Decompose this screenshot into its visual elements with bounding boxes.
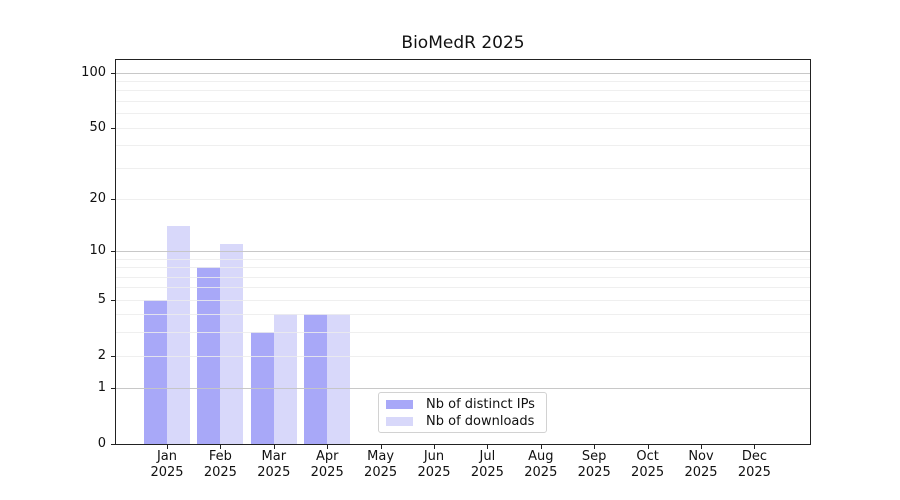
gridline-minor — [116, 145, 810, 147]
bars-layer — [116, 60, 810, 444]
gridline-minor — [116, 167, 810, 169]
bar-downloads — [273, 314, 297, 444]
legend-label: Nb of downloads — [426, 413, 535, 429]
gridline-major — [116, 72, 810, 74]
y-tick — [111, 444, 116, 445]
x-tick — [273, 444, 275, 449]
gridline-minor — [116, 276, 810, 278]
x-tick — [220, 444, 222, 449]
x-tick — [754, 444, 756, 449]
x-tick-label: Dec 2025 — [737, 449, 771, 480]
gridline-minor — [116, 314, 810, 316]
x-tick — [167, 444, 168, 449]
gridline-major — [116, 388, 810, 390]
legend-swatch-distinct-ips — [386, 399, 413, 409]
x-tick — [487, 444, 489, 449]
x-tick-label: Apr 2025 — [310, 449, 344, 480]
legend-label: Nb of distinct IPs — [426, 396, 535, 412]
gridline-major — [116, 250, 810, 252]
y-tick — [111, 127, 116, 129]
y-tick-label: 50 — [89, 119, 106, 135]
x-tick — [701, 444, 702, 449]
y-tick — [111, 250, 116, 252]
legend-item-distinct-ips: Nb of distinct IPs — [386, 396, 540, 413]
x-tick — [540, 444, 542, 449]
y-tick — [111, 198, 116, 200]
y-tick-label: 10 — [89, 242, 106, 258]
x-tick-label: Nov 2025 — [684, 449, 718, 480]
x-tick-label: May 2025 — [364, 449, 398, 480]
gridline-minor — [116, 287, 810, 289]
gridline-minor — [116, 90, 810, 92]
x-tick — [647, 444, 649, 449]
y-tick-label: 20 — [89, 190, 106, 206]
gridline-minor — [116, 198, 810, 200]
legend: Nb of distinct IPs Nb of downloads — [378, 392, 547, 433]
x-tick-label: Sep 2025 — [577, 449, 611, 480]
gridline-minor — [116, 267, 810, 269]
x-tick-label: Aug 2025 — [524, 449, 558, 480]
gridline-minor — [116, 127, 810, 129]
bar-downloads — [327, 314, 351, 444]
y-tick-label: 2 — [97, 347, 106, 363]
y-tick — [111, 388, 116, 390]
y-tick-label: 0 — [97, 436, 106, 451]
grid-layer — [116, 60, 810, 444]
gridline-minor — [116, 299, 810, 301]
x-tick — [434, 444, 435, 449]
chart-title: BioMedR 2025 — [401, 33, 525, 53]
legend-swatch-downloads — [386, 416, 413, 426]
y-tick-label: 100 — [81, 64, 106, 80]
x-tick — [594, 444, 596, 449]
bar-distinct-ips — [304, 314, 328, 444]
y-tick — [111, 72, 116, 74]
x-tick-label: Feb 2025 — [203, 449, 237, 480]
plot-area — [115, 59, 811, 445]
x-tick-label: Mar 2025 — [257, 449, 291, 480]
gridline-minor — [116, 113, 810, 115]
x-tick-label: Jun 2025 — [417, 449, 451, 480]
bar-downloads — [220, 243, 244, 444]
y-tick-label: 1 — [97, 380, 106, 396]
bar-distinct-ips — [144, 299, 167, 444]
bar-downloads — [167, 226, 190, 444]
gridline-minor — [116, 80, 810, 82]
y-tick — [111, 299, 116, 301]
gridline-minor — [116, 100, 810, 102]
x-tick — [327, 444, 329, 449]
gridline-minor — [116, 355, 810, 357]
x-tick-label: Jan 2025 — [150, 449, 184, 480]
x-tick — [380, 444, 382, 449]
gridline-minor — [116, 258, 810, 260]
x-tick-label: Jul 2025 — [470, 449, 504, 480]
y-tick-label: 5 — [97, 291, 106, 307]
y-tick — [111, 355, 116, 357]
bar-distinct-ips — [250, 332, 274, 444]
legend-item-downloads: Nb of downloads — [386, 413, 540, 430]
x-tick-label: Oct 2025 — [631, 449, 665, 480]
gridline-minor — [116, 332, 810, 334]
